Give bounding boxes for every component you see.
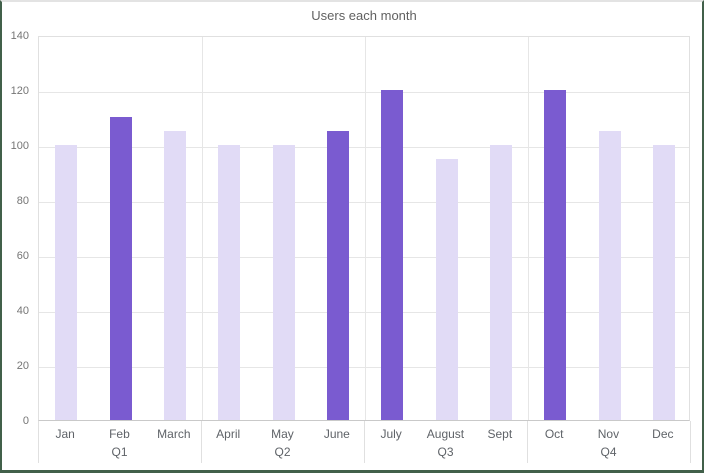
bar-oct xyxy=(544,90,567,420)
y-axis-label-20: 20 xyxy=(16,360,29,372)
bar-jan xyxy=(55,145,78,420)
label-band-divider xyxy=(527,421,528,463)
bar-may xyxy=(272,145,295,420)
x-axis-label-july: July xyxy=(380,427,402,441)
bar-june xyxy=(326,131,349,420)
gridline-40 xyxy=(39,312,689,313)
x-axis-label-oct: Oct xyxy=(544,427,564,441)
x-axis-label-may: May xyxy=(271,427,294,441)
x-axis-label-june: June xyxy=(323,427,350,441)
x-axis-label-april: April xyxy=(216,427,241,441)
label-band-divider xyxy=(690,421,691,463)
plot-area xyxy=(38,36,690,421)
gridline-60 xyxy=(39,257,689,258)
x-axis-label-dec: Dec xyxy=(652,427,674,441)
group-label-q1: Q1 xyxy=(111,445,128,459)
bar-sept xyxy=(489,145,512,420)
x-axis-label-jan: Jan xyxy=(55,427,75,441)
bar-dec xyxy=(652,145,675,420)
y-axis-label-80: 80 xyxy=(16,195,29,207)
bar-nov xyxy=(598,131,621,420)
y-axis-label-40: 40 xyxy=(16,305,29,317)
gridline-80 xyxy=(39,202,689,203)
chart-title: Users each month xyxy=(311,8,417,23)
label-band-divider xyxy=(364,421,365,463)
bar-march xyxy=(163,131,186,420)
y-axis-label-0: 0 xyxy=(22,415,29,427)
quarter-divider xyxy=(202,37,203,420)
quarter-divider xyxy=(528,37,529,420)
label-band-divider xyxy=(38,421,39,463)
quarter-divider xyxy=(365,37,366,420)
x-axis-label-sept: Sept xyxy=(487,427,513,441)
x-axis-label-march: March xyxy=(157,427,191,441)
bar-august xyxy=(435,159,458,420)
y-axis-label-60: 60 xyxy=(16,250,29,262)
bar-feb xyxy=(109,117,132,420)
x-axis-label-nov: Nov xyxy=(597,427,620,441)
group-label-q4: Q4 xyxy=(600,445,617,459)
y-axis-label-120: 120 xyxy=(10,85,29,97)
bar-july xyxy=(381,90,404,420)
label-band-divider xyxy=(201,421,202,463)
gridline-100 xyxy=(39,147,689,148)
group-label-q3: Q3 xyxy=(437,445,454,459)
gridline-20 xyxy=(39,367,689,368)
x-axis-label-feb: Feb xyxy=(109,427,130,441)
bar-april xyxy=(218,145,241,420)
x-axis-label-august: August xyxy=(426,427,465,441)
group-label-q2: Q2 xyxy=(274,445,291,459)
gridline-120 xyxy=(39,92,689,93)
y-axis-label-100: 100 xyxy=(10,140,29,152)
y-axis-label-140: 140 xyxy=(10,30,29,42)
